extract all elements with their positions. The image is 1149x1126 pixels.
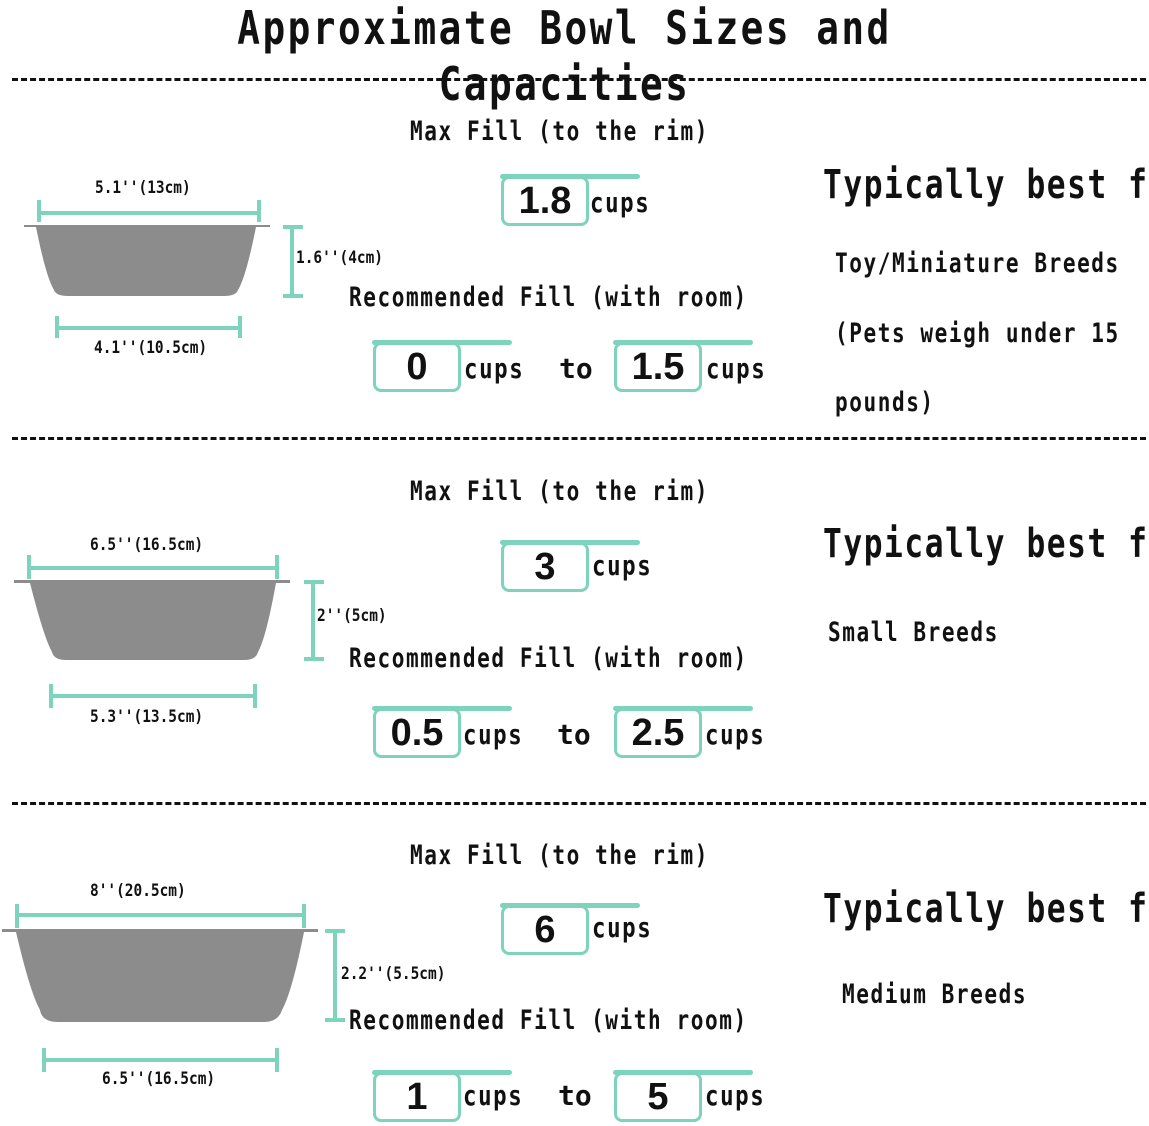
cups-unit: cups <box>463 1079 524 1112</box>
cups-unit: cups <box>463 718 524 751</box>
best-for-heading: Typically best for <box>823 886 1149 932</box>
divider <box>12 802 1146 805</box>
bar-cap <box>27 555 31 579</box>
max-fill-label: Max Fill (to the rim) <box>410 840 710 871</box>
best-for-heading: Typically best for <box>823 521 1149 567</box>
to-label: to <box>558 1079 592 1112</box>
cups-unit: cups <box>592 549 653 582</box>
bar-cap <box>275 1048 279 1072</box>
bar-cap <box>257 200 261 222</box>
divider <box>12 437 1146 440</box>
height-label: 2.2''(5.5cm) <box>341 964 446 984</box>
rec-min-value: 0 <box>373 342 461 392</box>
breed-line: (Pets weigh under 15 <box>835 318 1120 349</box>
to-label: to <box>559 352 593 385</box>
bar-cap <box>253 684 257 708</box>
page-title: Approximate Bowl Sizes and Capacities <box>237 1 892 111</box>
bar-cap <box>325 929 345 933</box>
cups-unit: cups <box>705 1079 766 1112</box>
top-width-label: 8''(20.5cm) <box>90 881 186 901</box>
top-width-bar <box>28 566 276 570</box>
bar-cap <box>49 684 53 708</box>
cups-unit: cups <box>464 352 525 385</box>
top-width-label: 5.1''(13cm) <box>95 178 191 198</box>
bowl-icon <box>24 225 270 296</box>
height-bar <box>333 930 337 1020</box>
bar-cap <box>238 316 242 338</box>
bar-cap <box>304 580 324 584</box>
bottom-width-label: 6.5''(16.5cm) <box>102 1069 216 1089</box>
cups-unit: cups <box>706 352 767 385</box>
bar-cap <box>283 225 303 229</box>
cups-unit: cups <box>592 911 653 944</box>
cups-unit: cups <box>590 186 651 219</box>
breed-line: Toy/Miniature Breeds <box>835 248 1120 279</box>
recommended-fill-label: Recommended Fill (with room) <box>349 282 748 313</box>
rec-max-value: 5 <box>614 1072 702 1122</box>
height-label: 1.6''(4cm) <box>296 248 384 268</box>
bar-cap <box>37 200 41 222</box>
recommended-fill-label: Recommended Fill (with room) <box>349 1005 748 1036</box>
bottom-width-label: 5.3''(13.5cm) <box>90 707 204 727</box>
bar-cap <box>15 904 19 928</box>
rec-min-value: 0.5 <box>373 708 461 758</box>
bottom-width-label: 4.1''(10.5cm) <box>94 338 208 358</box>
bowl-icon <box>14 580 290 660</box>
breed-line: pounds) <box>835 387 935 418</box>
top-width-label: 6.5''(16.5cm) <box>90 535 204 555</box>
top-width-bar <box>38 211 260 215</box>
recommended-fill-label: Recommended Fill (with room) <box>349 643 748 674</box>
height-label: 2''(5cm) <box>317 606 387 626</box>
rec-max-value: 1.5 <box>614 342 702 392</box>
height-bar <box>290 226 294 296</box>
top-width-bar <box>16 913 304 917</box>
max-fill-value: 3 <box>501 542 589 592</box>
rec-min-value: 1 <box>373 1072 461 1122</box>
bar-cap <box>325 1018 345 1022</box>
max-fill-value: 6 <box>501 905 589 955</box>
bar-cap <box>42 1048 46 1072</box>
bar-cap <box>302 904 306 928</box>
bar-cap <box>275 555 279 579</box>
max-fill-label: Max Fill (to the rim) <box>410 116 710 147</box>
cups-unit: cups <box>705 718 766 751</box>
bar-cap <box>55 316 59 338</box>
bar-cap <box>304 657 324 661</box>
to-label: to <box>557 718 591 751</box>
rec-max-value: 2.5 <box>614 708 702 758</box>
max-fill-value: 1.8 <box>501 176 589 226</box>
breed-line: Medium Breeds <box>842 979 1028 1010</box>
breed-line: Small Breeds <box>828 617 999 648</box>
best-for-heading: Typically best for <box>823 162 1149 208</box>
bottom-width-bar <box>50 694 256 698</box>
max-fill-label: Max Fill (to the rim) <box>410 476 710 507</box>
bottom-width-bar <box>43 1058 277 1062</box>
divider <box>12 78 1146 81</box>
bottom-width-bar <box>56 326 240 330</box>
bowl-icon <box>2 929 318 1022</box>
height-bar <box>311 582 315 658</box>
bar-cap <box>283 294 303 298</box>
